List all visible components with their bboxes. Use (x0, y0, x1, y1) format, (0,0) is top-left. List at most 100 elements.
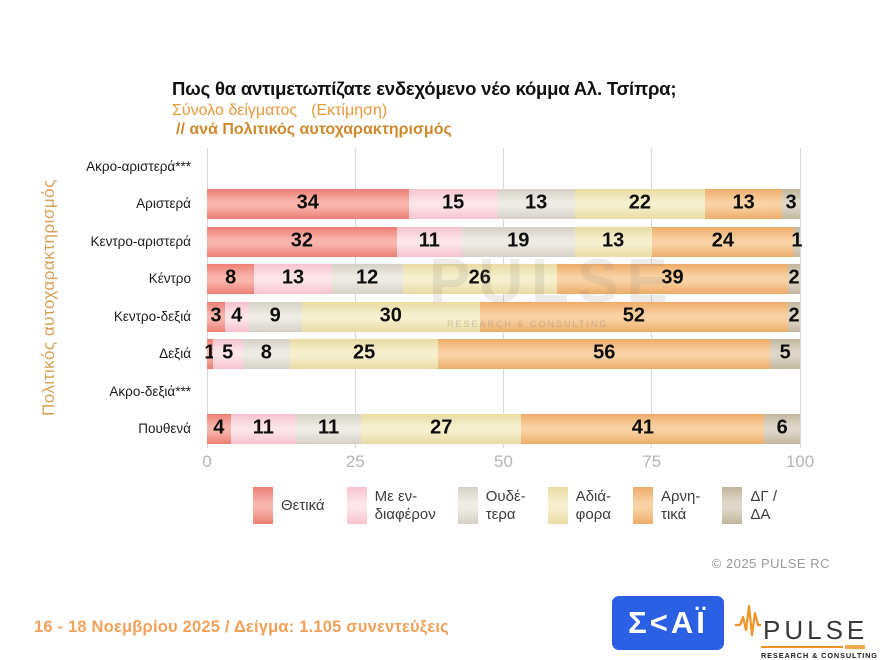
bar-value-label: 41 (631, 416, 654, 439)
bar-value-label: 11 (317, 416, 340, 439)
bar-value-label: 15 (441, 191, 465, 214)
bar-value-label: 8 (260, 341, 272, 364)
subtitle-estimate-text: (Εκτίμηση) (311, 102, 388, 119)
bar-value-label: 11 (418, 229, 440, 252)
legend-label: Αρνη-τικά (661, 488, 701, 523)
legend-swatch (252, 487, 273, 524)
category-label: Αριστερά (136, 196, 191, 212)
category-label: Κεντρο-δεξιά (113, 308, 191, 324)
category-label: Ακρο-δεξιά*** (109, 383, 191, 399)
bar-segment: 9 (248, 301, 302, 332)
bar-segment: 56 (438, 339, 771, 370)
bar-segment: 27 (361, 414, 522, 445)
legend-item: Αρνη-τικά (633, 487, 700, 524)
bar-segment: 30 (301, 301, 480, 332)
bar-value-label: 1 (791, 229, 803, 252)
bar-segment: 24 (651, 226, 795, 257)
skai-logo-text: Σ<ΑΪ (628, 605, 708, 640)
bar-row: 3 4 9 30 52 2 (207, 301, 800, 332)
bar-value-label: 13 (602, 229, 625, 252)
bar-segment: 1 (204, 339, 216, 370)
bar-value-label: 12 (355, 266, 379, 289)
bar-segment: 5 (770, 339, 800, 370)
chart-subtitle-breakdown: // ανά Πολιτικός αυτοχαρακτηρισμός (176, 121, 452, 138)
bar-segment: 13 (574, 226, 652, 257)
legend-item: Αδιά-φορα (547, 487, 612, 524)
bar-segment: 2 (788, 264, 800, 295)
copyright-text: © 2025 PULSE RC (711, 556, 830, 571)
bar-row: 8 13 12 26 39 2 (207, 264, 800, 295)
gridline (503, 148, 504, 448)
bar-segment: 12 (331, 264, 403, 295)
legend-swatch (547, 487, 568, 524)
x-axis-tick-label: 50 (494, 452, 513, 471)
pulse-logo-subtext: RESEARCH & CONSULTING (761, 651, 878, 660)
bar-segment: 26 (402, 264, 557, 295)
category-label: Ακρο-αριστερά*** (86, 158, 191, 174)
category-label: Κεντρο-αριστερά (90, 233, 191, 249)
bar-value-label: 5 (779, 341, 791, 364)
bar-segment: 41 (521, 414, 765, 445)
bar-segment: 11 (230, 414, 296, 445)
bar-segment: 2 (788, 301, 800, 332)
bar-segment: 13 (705, 189, 783, 220)
bar-row: 34 15 13 22 13 3 (207, 189, 800, 220)
gridline (651, 148, 653, 448)
legend-item: Θετικά (252, 487, 325, 524)
bar-segment: 8 (242, 339, 290, 370)
bar-value-label: 8 (225, 266, 237, 289)
bar-value-label: 22 (628, 191, 651, 214)
category-label: Πουθενά (138, 421, 191, 437)
bar-value-label: 19 (507, 229, 530, 252)
bar-value-label: 4 (213, 416, 225, 439)
bar-segment: 19 (461, 226, 575, 257)
bar-segment: 3 (207, 301, 225, 332)
category-label: Κέντρο (148, 271, 191, 287)
bar-value-label: 34 (296, 191, 319, 214)
bar-value-label: 2 (788, 266, 800, 289)
x-axis-tick-label: 25 (345, 452, 365, 471)
x-axis-tick-label: 100 (785, 452, 815, 471)
chart-plot-area: 34 15 13 22 13 3 32 11 19 13 24 1 8 13 12 26 39 2 3 4 9 30 52 2… (204, 148, 803, 448)
legend-swatch (722, 487, 743, 524)
bar-segment: 1 (791, 226, 803, 257)
legend-label: Αδιά-φορα (575, 488, 612, 523)
x-axis-tick-label: 0 (202, 452, 212, 471)
subtitle-sample-text: Σύνολο δείγματος (172, 102, 298, 119)
bar-row: 32 11 19 13 24 1 (207, 226, 803, 257)
legend-swatch (457, 487, 478, 524)
bar-value-label: 3 (210, 304, 222, 327)
legend-label: Με εν-διαφέρον (374, 488, 436, 523)
bar-segment: 11 (396, 226, 462, 257)
bar-value-label: 13 (281, 266, 305, 289)
x-axis-tick-label: 75 (642, 452, 662, 471)
legend-label: Ουδέ-τερα (485, 488, 526, 523)
pulse-logo: PULSE RESEARCH & CONSULTING (733, 598, 878, 660)
bar-segment: 34 (207, 189, 409, 220)
bar-segment: 3 (782, 189, 800, 220)
bar-row: 4 11 11 27 41 6 (207, 414, 800, 445)
chart-title: Πως θα αντιμετωπίζατε ενδεχόμενο νέο κόμ… (172, 78, 677, 99)
bar-segment: 52 (479, 301, 789, 332)
category-labels: Ακρο-αριστερά*** Αριστερά Κεντρο-αριστερά Κ… (0, 148, 200, 448)
legend-item: Ουδέ-τερα (457, 487, 526, 524)
bar-segment: 25 (290, 339, 439, 370)
legend: Θετικά Με εν-διαφέρον Ουδέ-τερα Αδιά-φορα Αρ… (150, 487, 880, 524)
bar-value-label: 39 (661, 266, 684, 289)
bar-value-label: 9 (269, 304, 281, 327)
bar-segment: 13 (254, 264, 332, 295)
bar-value-label: 2 (788, 304, 800, 327)
pulse-waveform-icon (733, 598, 763, 643)
bar-segment: 5 (212, 339, 243, 370)
gridline (799, 148, 801, 448)
bar-value-label: 24 (711, 229, 734, 252)
bar-segment: 4 (224, 301, 249, 332)
category-label: Δεξιά (159, 346, 191, 362)
bar-value-label: 6 (776, 416, 788, 439)
legend-label: Θετικά (280, 496, 325, 514)
bar-segment: 13 (497, 189, 575, 220)
bar-value-label: 25 (353, 341, 376, 364)
bar-value-label: 11 (252, 416, 274, 439)
bar-value-label: 1 (204, 341, 216, 364)
bar-segment: 39 (556, 264, 789, 295)
